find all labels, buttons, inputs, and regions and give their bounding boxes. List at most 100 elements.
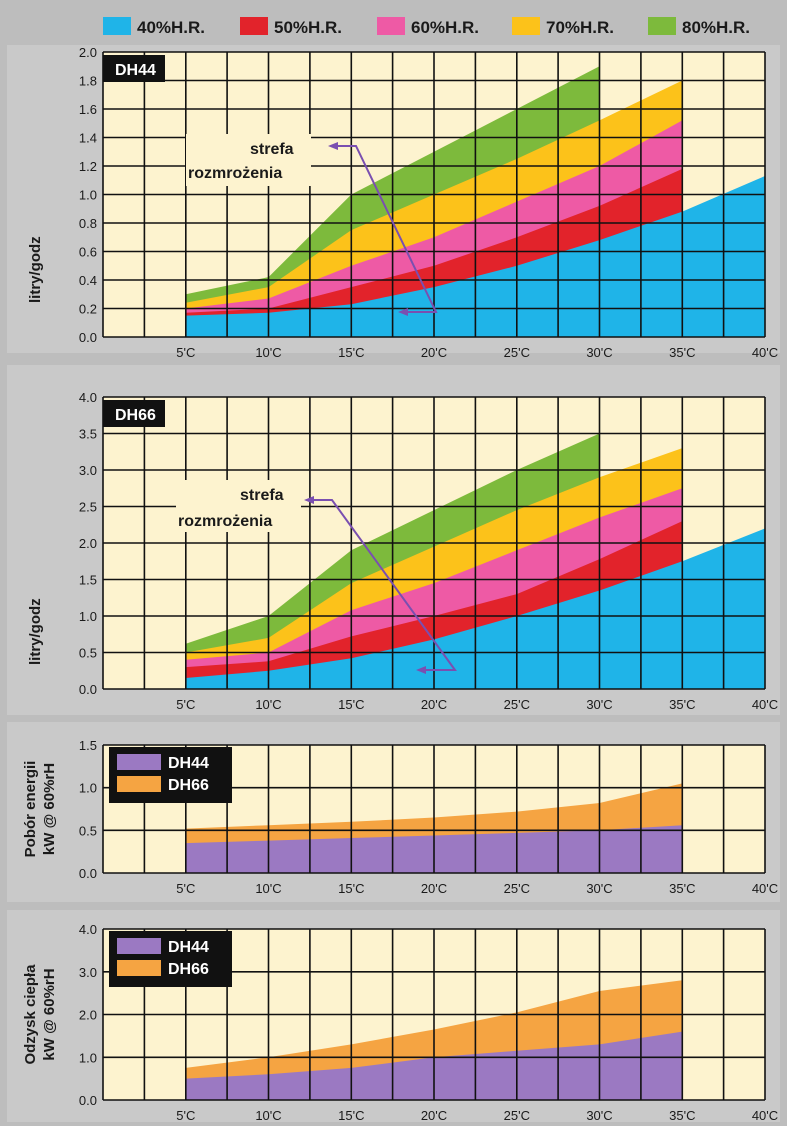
x-tick-label: 25'C xyxy=(504,1108,530,1123)
y-tick-label: 1.8 xyxy=(79,74,97,89)
x-tick-label: 25'C xyxy=(504,345,530,360)
x-tick-label: 15'C xyxy=(338,697,364,712)
x-tick-label: 40'C xyxy=(752,345,778,360)
model-badge xyxy=(103,400,165,427)
inner-legend-label: DH66 xyxy=(168,777,209,794)
arrow-head-icon xyxy=(398,308,408,316)
annotation-line1: strefa xyxy=(240,487,284,504)
y-tick-label: 1.0 xyxy=(79,609,97,624)
legend-label: 60%H.R. xyxy=(411,18,479,37)
chart-panel-2: 0.0 0.5 1.0 1.5 2.0 2.5 3.0 3.5 4.0 5'C 10'C 15'C 20… xyxy=(7,365,780,715)
x-tick-label: 20'C xyxy=(421,697,447,712)
annotation-line1: strefa xyxy=(250,141,294,158)
y-tick-label: 3.0 xyxy=(79,463,97,478)
annotation-line2: rozmrożenia xyxy=(178,513,272,530)
y-tick-label: 2.0 xyxy=(79,536,97,551)
legend-label: 70%H.R. xyxy=(546,18,614,37)
x-tick-label: 10'C xyxy=(255,697,281,712)
y-tick-label: 0.5 xyxy=(79,823,97,838)
x-tick-label: 10'C xyxy=(255,1108,281,1123)
panels: 0.0 0.2 0.4 0.6 0.8 1.0 1.2 1.4 1.6 1.8 2.0 5'C 10'C… xyxy=(7,45,780,1123)
grid xyxy=(102,396,766,690)
x-tick-label: 40'C xyxy=(752,881,778,896)
inner-legend-label: DH66 xyxy=(168,961,209,978)
y-tick-label: 0.0 xyxy=(79,1093,97,1108)
x-tick-label: 35'C xyxy=(669,697,695,712)
y-tick-label: 0.5 xyxy=(79,646,97,661)
y-tick-label: 1.2 xyxy=(79,159,97,174)
legend-swatch xyxy=(512,17,540,35)
y-tick-label: 0.0 xyxy=(79,330,97,345)
x-tick-label: 5'C xyxy=(176,345,195,360)
arrow-head-icon xyxy=(304,496,314,504)
inner-legend-swatch xyxy=(117,776,161,792)
x-tick-label: 25'C xyxy=(504,697,530,712)
y-tick-label: 4.0 xyxy=(79,390,97,405)
model-badge xyxy=(103,55,165,82)
y-tick-label: 0.4 xyxy=(79,273,97,288)
legend-swatch xyxy=(103,17,131,35)
legend-swatch xyxy=(648,17,676,35)
x-tick-label: 20'C xyxy=(421,1108,447,1123)
inner-legend-label: DH44 xyxy=(168,755,209,772)
annotation-arrow xyxy=(308,499,457,671)
x-tick-label: 35'C xyxy=(669,1108,695,1123)
y-tick-label: 4.0 xyxy=(79,922,97,937)
x-tick-label: 35'C xyxy=(669,881,695,896)
y-tick-label: 1.0 xyxy=(79,1050,97,1065)
x-tick-label: 5'C xyxy=(176,697,195,712)
y-axis-label: litry/godz xyxy=(27,598,44,665)
y-axis-label-line2: kW @ 60%rH xyxy=(41,763,58,855)
inner-legend-swatch xyxy=(117,960,161,976)
x-tick-label: 5'C xyxy=(176,881,195,896)
y-tick-label: 0.0 xyxy=(79,682,97,697)
y-tick-label: 2.5 xyxy=(79,500,97,515)
x-tick-label: 30'C xyxy=(586,697,612,712)
legend: 40%H.R. 50%H.R. 60%H.R. 70%H.R. 80%H.R. xyxy=(103,17,750,37)
x-tick-label: 30'C xyxy=(586,1108,612,1123)
x-tick-label: 40'C xyxy=(752,697,778,712)
y-tick-label: 0.6 xyxy=(79,245,97,260)
x-tick-label: 40'C xyxy=(752,1108,778,1123)
y-tick-label: 3.0 xyxy=(79,965,97,980)
grid xyxy=(102,928,766,1101)
y-tick-label: 1.4 xyxy=(79,131,97,146)
y-axis-label-line1: Odzysk ciepła xyxy=(22,964,39,1065)
x-tick-label: 30'C xyxy=(586,881,612,896)
legend-label: 40%H.R. xyxy=(137,18,205,37)
annotation-background xyxy=(186,134,311,186)
y-axis-label-line1: Pobór energii xyxy=(22,761,39,858)
series-area-40%H.R. xyxy=(185,528,765,689)
chart-panel-1: 0.0 0.2 0.4 0.6 0.8 1.0 1.2 1.4 1.6 1.8 2.0 5'C 10'C… xyxy=(7,45,780,360)
arrow-head-icon xyxy=(328,142,338,150)
x-tick-label: 35'C xyxy=(669,345,695,360)
y-tick-label: 2.0 xyxy=(79,45,97,60)
y-tick-label: 3.5 xyxy=(79,427,97,442)
legend-swatch xyxy=(377,17,405,35)
y-axis-label-line2: kW @ 60%rH xyxy=(41,968,58,1060)
x-tick-label: 20'C xyxy=(421,345,447,360)
y-tick-label: 1.0 xyxy=(79,188,97,203)
y-tick-label: 0.2 xyxy=(79,302,97,317)
annotation-background xyxy=(176,480,301,532)
x-tick-label: 5'C xyxy=(176,1108,195,1123)
y-tick-label: 1.0 xyxy=(79,781,97,796)
legend-swatch xyxy=(240,17,268,35)
chart-panel-3: 0.0 0.5 1.0 1.5 5'C 10'C 15'C 20'C 25'C 30'C 35'C 4… xyxy=(7,722,780,902)
legend-label: 80%H.R. xyxy=(682,18,750,37)
inner-legend-swatch xyxy=(117,754,161,770)
x-tick-label: 15'C xyxy=(338,1108,364,1123)
x-tick-label: 10'C xyxy=(255,345,281,360)
inner-legend-label: DH44 xyxy=(168,939,209,956)
x-tick-label: 15'C xyxy=(338,345,364,360)
inner-legend-swatch xyxy=(117,938,161,954)
y-tick-label: 0.8 xyxy=(79,216,97,231)
y-tick-label: 0.0 xyxy=(79,866,97,881)
series-area-40%H.R. xyxy=(185,176,765,337)
y-axis-label: litry/godz xyxy=(27,236,44,303)
legend-label: 50%H.R. xyxy=(274,18,342,37)
model-badge-label: DH66 xyxy=(115,407,156,424)
x-tick-label: 30'C xyxy=(586,345,612,360)
